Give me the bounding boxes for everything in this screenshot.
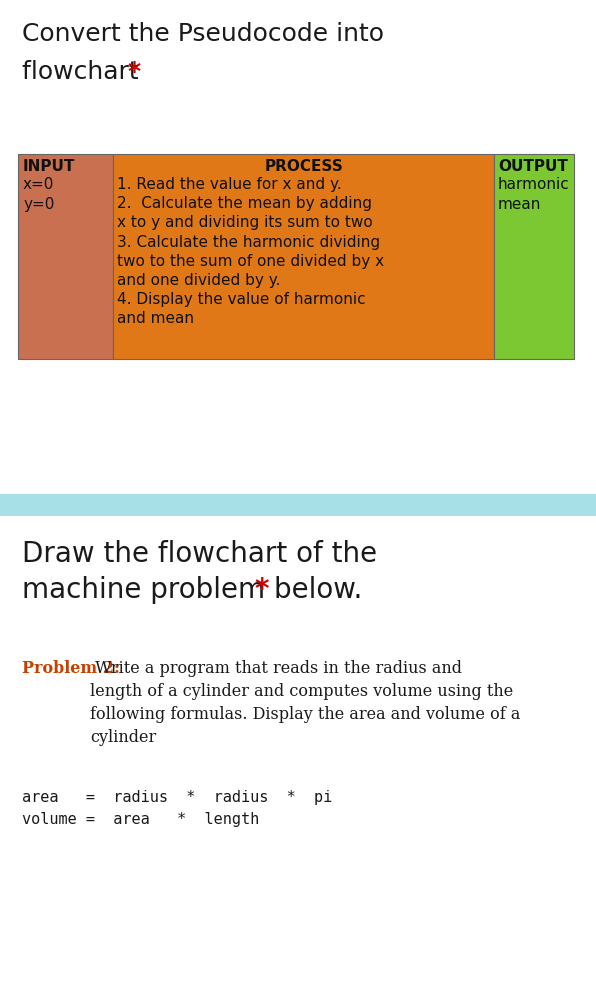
Text: INPUT: INPUT bbox=[23, 158, 75, 174]
Bar bbox=[494, 154, 574, 360]
Bar bbox=[0, 494, 596, 517]
Text: harmonic
mean: harmonic mean bbox=[498, 177, 570, 212]
Text: Problem 2:: Problem 2: bbox=[22, 659, 120, 676]
Text: OUTPUT: OUTPUT bbox=[498, 158, 568, 174]
Text: area   =  radius  *  radius  *  pi: area = radius * radius * pi bbox=[22, 789, 332, 804]
Text: volume =  area   *  length: volume = area * length bbox=[22, 811, 259, 826]
Text: flowchart: flowchart bbox=[22, 60, 147, 84]
Text: machine problem below.: machine problem below. bbox=[22, 576, 371, 604]
Text: x=0
y=0: x=0 y=0 bbox=[23, 177, 54, 212]
Text: 1. Read the value for x and y.
2.  Calculate the mean by adding
x to y and divid: 1. Read the value for x and y. 2. Calcul… bbox=[117, 177, 384, 326]
Bar bbox=[113, 154, 494, 360]
Text: Draw the flowchart of the: Draw the flowchart of the bbox=[22, 540, 377, 568]
Text: Write a program that reads in the radius and
length of a cylinder and computes v: Write a program that reads in the radius… bbox=[90, 659, 520, 745]
Bar bbox=[18, 154, 113, 360]
Text: *: * bbox=[254, 576, 269, 604]
Text: PROCESS: PROCESS bbox=[264, 158, 343, 174]
Text: *: * bbox=[127, 60, 140, 84]
Text: Convert the Pseudocode into: Convert the Pseudocode into bbox=[22, 22, 384, 46]
